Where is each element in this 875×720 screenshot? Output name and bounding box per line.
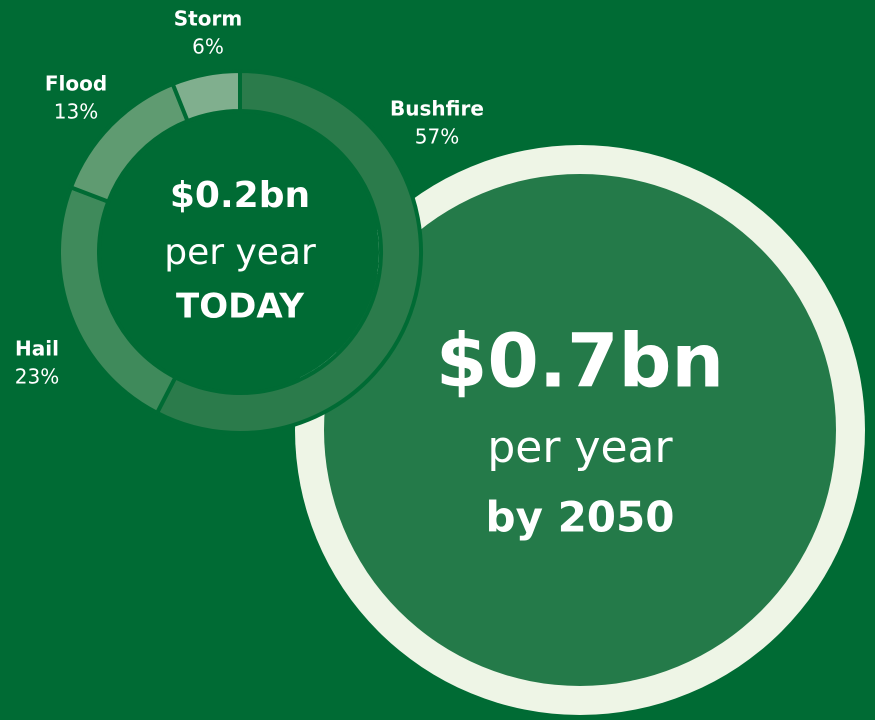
center-when: TODAY — [176, 287, 304, 327]
future-when: by 2050 — [486, 493, 675, 542]
center-rate: per year — [164, 232, 316, 273]
donut-hole — [101, 113, 379, 391]
donut-segment — [170, 69, 242, 124]
segment-name: Flood — [45, 72, 107, 96]
future-amount: $0.7bn — [436, 319, 724, 405]
donut-segment — [155, 69, 423, 435]
segment-name: Bushfire — [390, 97, 484, 121]
segment-value: 13% — [54, 100, 98, 124]
segment-name: Hail — [15, 337, 59, 361]
segment-value: 23% — [15, 365, 59, 389]
future-circle — [324, 174, 836, 686]
segment-value: 6% — [192, 35, 224, 59]
center-amount: $0.2bn — [170, 175, 310, 216]
donut — [57, 69, 423, 435]
segment-name: Storm — [174, 7, 242, 31]
future-rate: per year — [487, 422, 673, 473]
segment-value: 57% — [415, 125, 459, 149]
